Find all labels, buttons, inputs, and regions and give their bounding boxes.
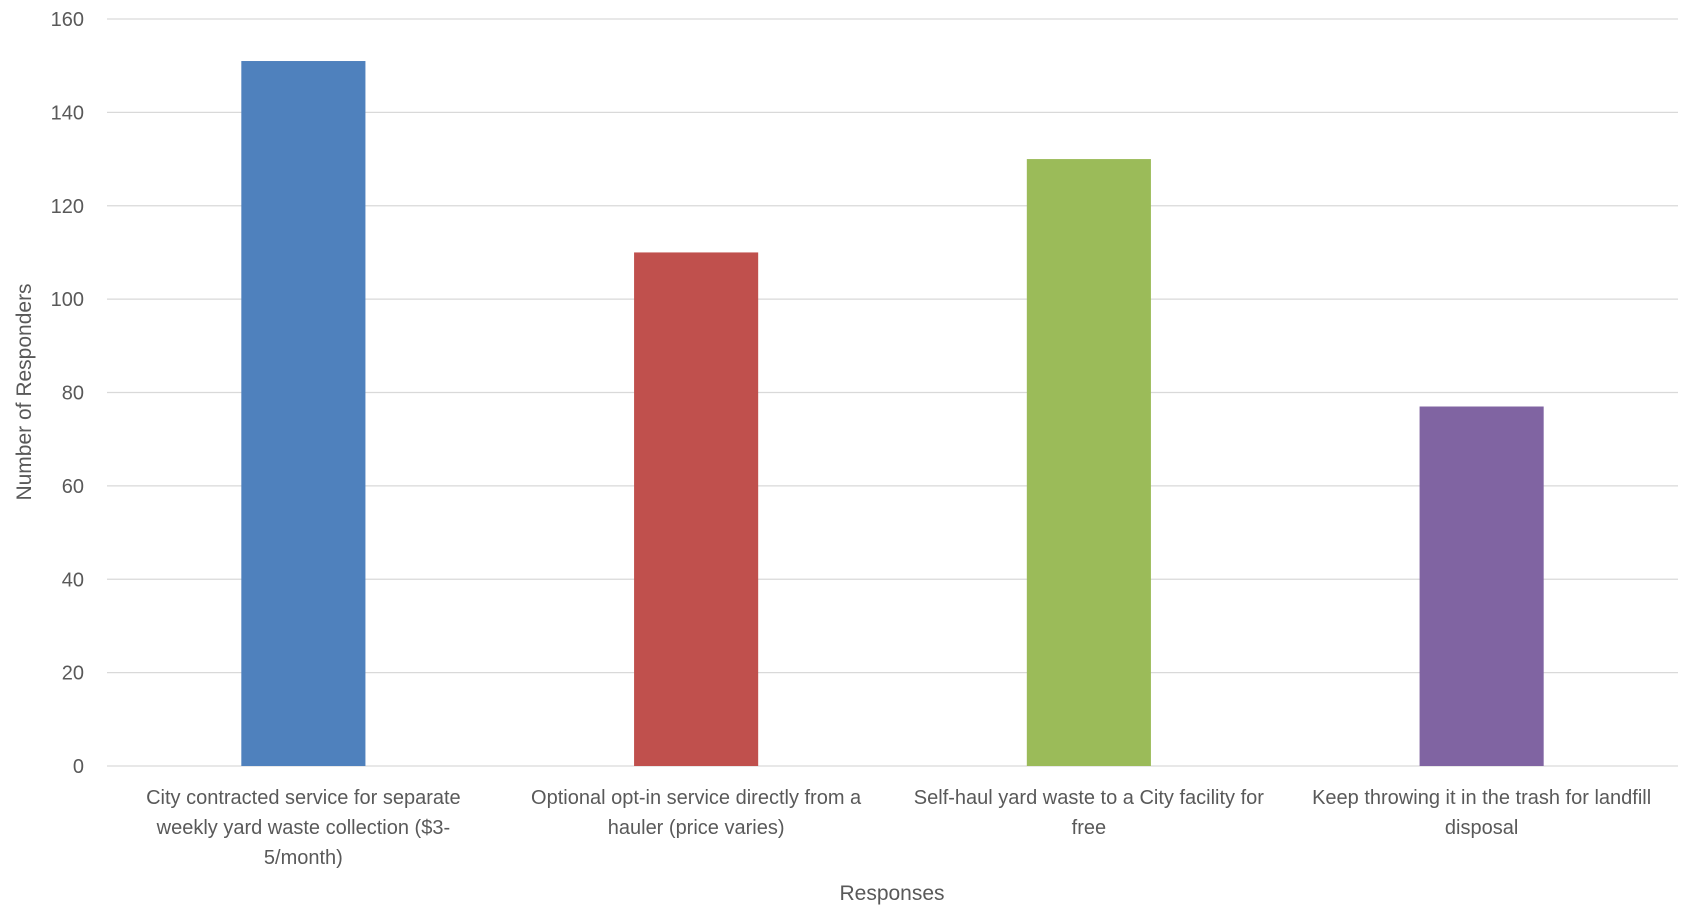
y-axis-title: Number of Responders [13, 283, 36, 500]
x-axis-categories: City contracted service for separate week… [146, 787, 1651, 869]
y-tick-label: 140 [51, 102, 84, 124]
gridlines [107, 18, 1678, 767]
bars [241, 61, 1544, 767]
y-tick-label: 100 [51, 289, 84, 311]
y-tick-label: 20 [62, 663, 84, 685]
y-tick-label: 60 [62, 476, 84, 498]
y-axis-ticks: 0 20 40 60 80 100 120 140 160 [51, 9, 84, 778]
y-tick-label: 40 [62, 569, 84, 591]
x-category-label: Self-haul yard waste to a City facility … [914, 787, 1264, 839]
bar [241, 61, 366, 767]
x-axis-title: Responses [839, 882, 944, 905]
bar [1026, 159, 1151, 766]
bar [634, 252, 759, 766]
x-category-label: Keep throwing it in the trash for landfi… [1312, 787, 1651, 839]
y-tick-label: 80 [62, 383, 84, 405]
x-category-label: City contracted service for separate week… [146, 787, 461, 869]
y-tick-label: 0 [73, 756, 84, 778]
y-tick-label: 160 [51, 9, 84, 31]
bar [1419, 406, 1544, 766]
y-tick-label: 120 [51, 196, 84, 218]
